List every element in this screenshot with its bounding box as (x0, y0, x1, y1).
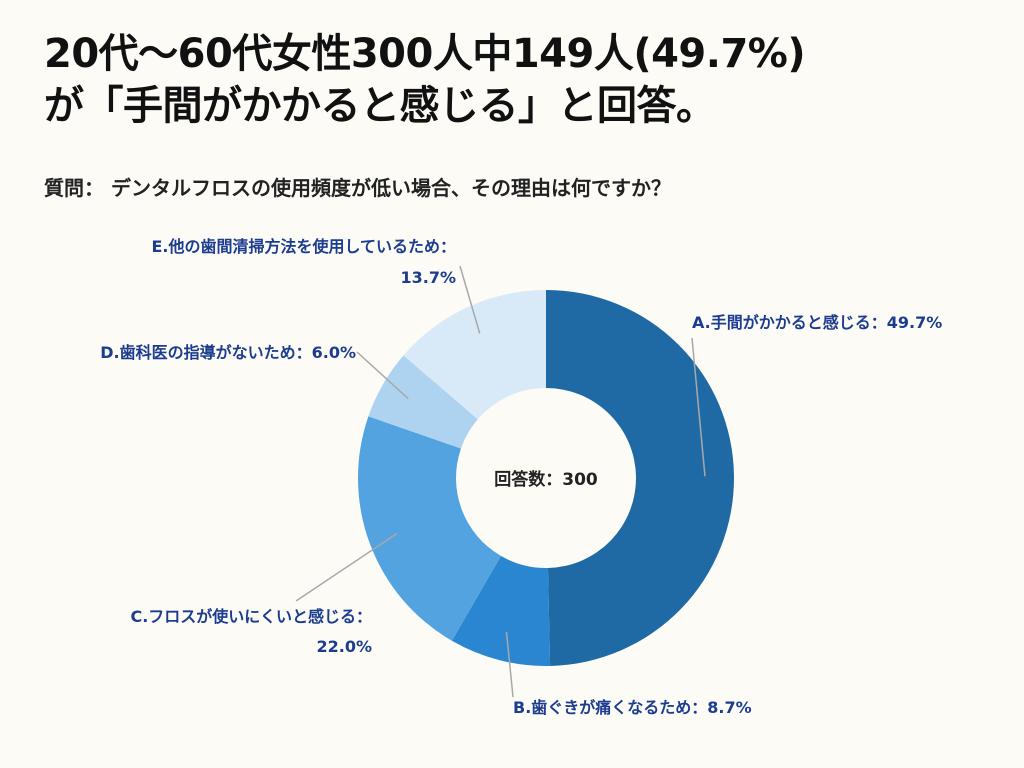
slice-label-c-value: 22.0% (316, 637, 372, 656)
question-text: 質問： デンタルフロスの使用頻度が低い場合、その理由は何ですか？ (44, 176, 671, 200)
title-line-1: 20代〜60代女性300人中149人(49.7%) (44, 31, 806, 77)
donut-slice-b (451, 555, 551, 666)
leader-line-e (459, 265, 481, 334)
donut-slices (358, 290, 735, 666)
slice-label-b: B.歯ぐきが痛くなるため：8.7% (513, 698, 752, 717)
donut-slice-c (358, 416, 501, 641)
leader-line-d (356, 351, 409, 400)
leader-line-a (691, 337, 706, 477)
donut-slice-e (403, 290, 546, 420)
slice-label-e-value: 13.7% (400, 268, 456, 287)
slice-label-d: D.歯科医の指導がないため：6.0% (100, 343, 356, 362)
donut-slice-d (368, 355, 478, 449)
slice-label-a: A.手間がかかると感じる：49.7% (692, 313, 942, 332)
chart-title: 20代〜60代女性300人中149人(49.7%) が「手間がかかると感じる」と… (44, 28, 1004, 132)
leader-line-b (505, 631, 514, 698)
slice-label-e: E.他の歯間清掃方法を使用しているため： (151, 237, 456, 256)
leader-lines (295, 265, 706, 698)
center-label: 回答数：300 (494, 469, 598, 490)
slice-label-c: C.フロスが使いにくいと感じる： (130, 607, 372, 626)
donut-slice-a (546, 290, 735, 666)
leader-line-c (295, 532, 398, 602)
title-line-2: が「手間がかかると感じる」と回答。 (44, 83, 716, 129)
